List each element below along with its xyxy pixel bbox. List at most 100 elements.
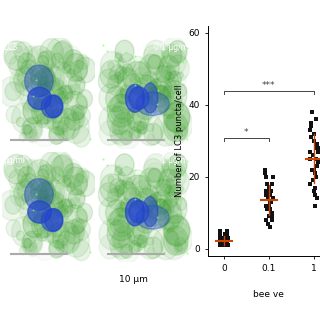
Circle shape xyxy=(148,81,174,112)
Circle shape xyxy=(108,176,114,183)
Circle shape xyxy=(69,198,82,212)
Circle shape xyxy=(144,123,162,145)
Text: bee ve: bee ve xyxy=(253,290,284,299)
Circle shape xyxy=(176,198,187,210)
Point xyxy=(124,50,129,55)
Circle shape xyxy=(38,165,50,179)
Circle shape xyxy=(21,80,29,89)
Circle shape xyxy=(23,97,46,124)
Circle shape xyxy=(107,106,131,134)
Circle shape xyxy=(147,85,172,114)
Circle shape xyxy=(18,180,35,201)
Circle shape xyxy=(114,72,124,83)
Point xyxy=(30,207,35,212)
Circle shape xyxy=(126,56,149,83)
Circle shape xyxy=(167,231,178,244)
Point xyxy=(312,138,317,143)
Circle shape xyxy=(99,105,125,136)
Point xyxy=(224,239,229,244)
Circle shape xyxy=(62,63,71,73)
Circle shape xyxy=(165,222,174,232)
Circle shape xyxy=(67,69,75,78)
Circle shape xyxy=(127,220,149,245)
Point xyxy=(78,210,83,215)
Circle shape xyxy=(73,126,90,147)
Point xyxy=(314,174,319,179)
Circle shape xyxy=(159,55,179,80)
Circle shape xyxy=(177,240,188,253)
Point xyxy=(57,116,62,121)
Circle shape xyxy=(159,209,179,232)
Point xyxy=(264,174,269,179)
Circle shape xyxy=(20,133,27,141)
Circle shape xyxy=(40,109,56,128)
Point xyxy=(139,133,144,138)
Circle shape xyxy=(136,209,156,233)
Circle shape xyxy=(164,179,176,193)
Point xyxy=(181,59,186,64)
Point xyxy=(268,199,274,204)
Point xyxy=(219,243,224,248)
Circle shape xyxy=(33,84,55,110)
Circle shape xyxy=(100,174,124,202)
Circle shape xyxy=(137,235,147,247)
Circle shape xyxy=(41,69,54,84)
Point xyxy=(217,243,222,248)
Circle shape xyxy=(35,185,48,200)
Circle shape xyxy=(145,49,165,73)
Point xyxy=(224,232,229,237)
Point xyxy=(183,131,188,136)
Point xyxy=(77,93,82,98)
Circle shape xyxy=(121,198,132,212)
Circle shape xyxy=(73,111,83,123)
Point xyxy=(269,181,275,187)
Circle shape xyxy=(63,226,89,257)
Circle shape xyxy=(115,154,134,176)
Circle shape xyxy=(63,50,84,74)
Circle shape xyxy=(137,115,164,146)
Point xyxy=(312,185,317,190)
Circle shape xyxy=(164,226,188,255)
Ellipse shape xyxy=(129,201,149,223)
Circle shape xyxy=(40,180,66,211)
Circle shape xyxy=(115,40,134,62)
Circle shape xyxy=(74,57,96,83)
Point xyxy=(164,50,170,55)
Point xyxy=(132,54,138,59)
Circle shape xyxy=(164,159,182,180)
Ellipse shape xyxy=(41,209,62,231)
Circle shape xyxy=(111,243,123,257)
Circle shape xyxy=(15,159,22,167)
Circle shape xyxy=(49,80,66,101)
Text: µg/ml: µg/ml xyxy=(4,156,26,165)
Point xyxy=(221,236,226,241)
Point xyxy=(107,115,112,120)
Circle shape xyxy=(34,94,59,124)
Circle shape xyxy=(161,115,188,146)
Ellipse shape xyxy=(41,95,62,118)
Circle shape xyxy=(161,228,188,260)
Point xyxy=(33,116,38,121)
Circle shape xyxy=(55,125,64,136)
Circle shape xyxy=(163,161,186,189)
Circle shape xyxy=(123,177,132,188)
Circle shape xyxy=(52,223,63,237)
Circle shape xyxy=(130,67,158,99)
Circle shape xyxy=(118,208,133,226)
Point xyxy=(139,73,144,78)
Point xyxy=(267,199,272,204)
Circle shape xyxy=(127,106,149,132)
Circle shape xyxy=(49,204,68,227)
Circle shape xyxy=(114,186,124,196)
Circle shape xyxy=(40,38,63,66)
Circle shape xyxy=(62,205,87,235)
Point xyxy=(263,203,268,208)
Point xyxy=(224,236,229,241)
Circle shape xyxy=(30,62,50,85)
Circle shape xyxy=(36,227,48,241)
Circle shape xyxy=(151,67,179,99)
Point xyxy=(11,189,16,194)
Circle shape xyxy=(26,160,53,191)
Circle shape xyxy=(5,51,17,64)
Circle shape xyxy=(24,119,41,139)
